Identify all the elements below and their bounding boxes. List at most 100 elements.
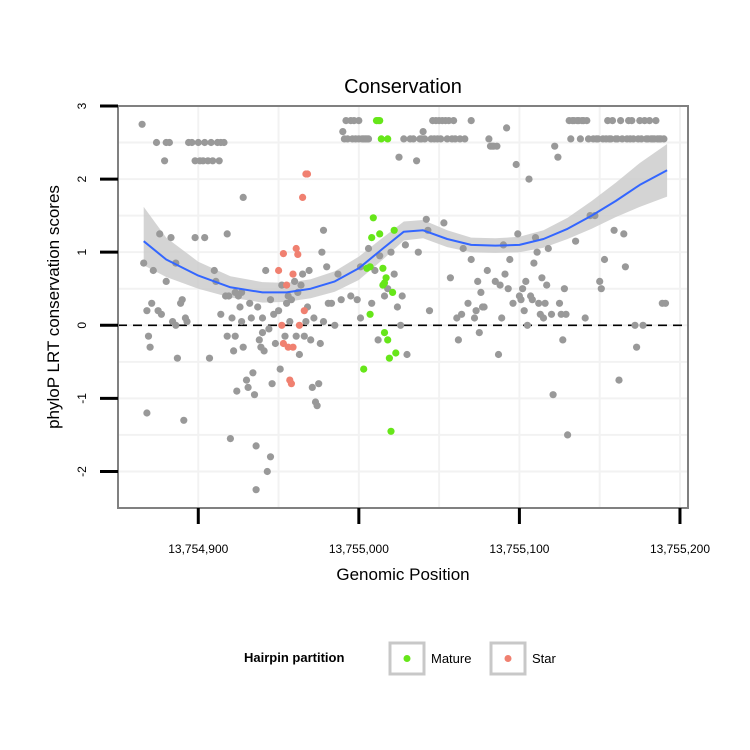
- point-other: [376, 252, 384, 260]
- point-star: [300, 307, 308, 315]
- point-other: [266, 453, 275, 461]
- point-other: [446, 274, 454, 282]
- point-other: [318, 248, 326, 256]
- point-other: [393, 303, 401, 311]
- point-other: [266, 296, 275, 304]
- point-other: [477, 288, 485, 296]
- point-mature: [387, 427, 395, 435]
- point-mature: [385, 354, 393, 362]
- point-other: [380, 292, 389, 300]
- point-star: [275, 266, 283, 275]
- point-other: [620, 230, 628, 238]
- point-mature: [376, 230, 384, 238]
- point-other: [230, 347, 238, 355]
- x-tick-label: 13,755,100: [489, 542, 549, 556]
- point-other: [252, 442, 260, 450]
- point-other: [252, 486, 260, 494]
- point-other: [258, 329, 267, 337]
- point-other: [191, 234, 199, 242]
- point-other: [509, 299, 517, 307]
- legend-dot-mature: [403, 655, 411, 662]
- point-other: [464, 299, 472, 307]
- point-other: [374, 336, 382, 344]
- point-other: [596, 277, 604, 285]
- point-other: [660, 135, 668, 143]
- point-other: [608, 117, 617, 125]
- point-mature: [390, 226, 398, 234]
- y-tick-label: -2: [75, 466, 89, 477]
- point-other: [302, 318, 310, 326]
- point-other: [458, 310, 466, 318]
- point-other: [533, 248, 541, 256]
- point-star: [292, 244, 300, 253]
- point-other: [413, 157, 421, 165]
- point-star: [283, 281, 291, 289]
- point-other: [364, 135, 373, 143]
- point-other: [576, 135, 585, 143]
- point-other: [514, 230, 522, 238]
- point-other: [347, 292, 355, 300]
- point-other: [165, 138, 173, 147]
- point-other: [327, 299, 336, 307]
- point-other: [528, 296, 536, 304]
- point-other: [271, 339, 279, 348]
- point-other: [610, 226, 618, 234]
- point-other: [299, 270, 307, 278]
- point-other: [143, 307, 151, 315]
- point-mature: [368, 234, 376, 242]
- point-other: [353, 296, 361, 304]
- point-other: [543, 281, 551, 289]
- point-other: [355, 117, 363, 125]
- point-other: [483, 266, 491, 275]
- point-other: [223, 332, 231, 340]
- point-other: [661, 299, 670, 307]
- point-other: [414, 248, 422, 256]
- legend-dot-star: [504, 655, 512, 662]
- chart-title: Conservation: [344, 76, 462, 98]
- point-other: [520, 307, 528, 315]
- point-other: [300, 332, 308, 340]
- point-other: [531, 234, 540, 242]
- point-other: [600, 255, 609, 264]
- point-other: [172, 321, 180, 329]
- point-other: [143, 409, 151, 417]
- point-mature: [377, 135, 385, 143]
- point-other: [494, 350, 503, 359]
- point-other: [239, 343, 247, 351]
- point-other: [555, 299, 564, 307]
- point-other: [201, 138, 209, 147]
- point-other: [162, 277, 170, 285]
- point-other: [567, 135, 575, 143]
- data-points: [138, 117, 670, 494]
- point-other: [597, 285, 605, 293]
- point-other: [156, 230, 164, 238]
- point-other: [215, 157, 223, 165]
- point-other: [496, 281, 504, 289]
- point-other: [621, 263, 630, 271]
- point-other: [530, 259, 538, 267]
- point-other: [305, 266, 313, 275]
- point-other: [238, 318, 246, 326]
- point-other: [194, 138, 202, 147]
- point-other: [138, 120, 146, 128]
- point-other: [539, 314, 548, 322]
- point-other: [255, 336, 263, 344]
- point-other: [560, 285, 569, 293]
- point-other: [493, 142, 501, 150]
- point-other: [564, 431, 572, 439]
- point-other: [226, 435, 234, 443]
- point-other: [504, 285, 512, 293]
- point-other: [225, 292, 233, 300]
- point-other: [148, 299, 156, 307]
- point-other: [523, 321, 532, 329]
- point-star: [289, 270, 297, 278]
- panel-border: [117, 105, 689, 509]
- confidence-band-area: [143, 144, 668, 303]
- point-other: [268, 380, 276, 388]
- point-other: [628, 117, 636, 125]
- point-other: [615, 376, 623, 384]
- point-star: [278, 321, 286, 329]
- point-other: [238, 288, 246, 296]
- point-other: [337, 296, 345, 304]
- point-other: [295, 350, 303, 359]
